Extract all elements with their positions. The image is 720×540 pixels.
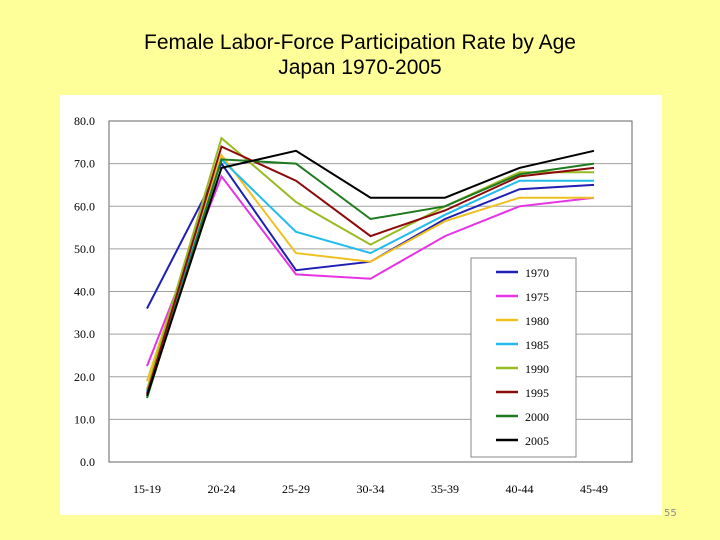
- y-tick-label: 50.0: [74, 242, 95, 256]
- x-tick-label: 40-44: [506, 482, 534, 496]
- y-tick-label: 80.0: [74, 114, 95, 128]
- legend-label: 2005: [525, 434, 549, 448]
- x-tick-label: 15-19: [133, 482, 161, 496]
- legend-label: 1990: [525, 362, 549, 376]
- y-tick-label: 30.0: [74, 327, 95, 341]
- chart-panel: 0.0 10.0 20.0 30.0 40.0 50.0 60.0 70.0 80.0 15-1…: [60, 95, 662, 515]
- legend-label: 1975: [525, 290, 549, 304]
- title-line-1: Female Labor-Force Participation Rate by…: [144, 31, 576, 54]
- line-chart: 0.0 10.0 20.0 30.0 40.0 50.0 60.0 70.0 80.0 15-1…: [74, 114, 633, 496]
- series-line-1975: [146, 174, 595, 367]
- y-tick-label: 40.0: [74, 285, 95, 299]
- legend: 1970 1975 1980 1985 1990 1995 2000 2005: [470, 257, 577, 458]
- series-line-1990: [146, 136, 594, 390]
- series-line-1980: [146, 152, 594, 382]
- series-line-2000: [146, 158, 595, 399]
- x-tick-label: 45-49: [580, 482, 608, 496]
- legend-label: 2000: [525, 410, 549, 424]
- x-tick-label: 25-29: [282, 482, 310, 496]
- x-axis-ticks: 15-19 20-24 25-29 30-34 35-39 40-44 45-49: [133, 482, 608, 496]
- legend-label: 1980: [525, 314, 549, 328]
- y-tick-label: 20.0: [74, 370, 95, 384]
- y-tick-label: 0.0: [80, 455, 95, 469]
- slide-title: Female Labor-Force Participation Rate by…: [0, 30, 720, 80]
- legend-label: 1995: [525, 386, 549, 400]
- legend-label: 1970: [525, 266, 549, 280]
- y-tick-label: 10.0: [74, 412, 95, 426]
- series-line-2005: [146, 149, 595, 397]
- series-line-1995: [146, 145, 595, 395]
- legend-box: [470, 257, 577, 458]
- slide-number: 55: [664, 508, 677, 519]
- y-tick-label: 70.0: [74, 157, 95, 171]
- x-tick-label: 30-34: [357, 482, 385, 496]
- title-line-2: Japan 1970-2005: [278, 56, 442, 79]
- x-tick-label: 20-24: [208, 482, 236, 496]
- x-tick-label: 35-39: [431, 482, 459, 496]
- y-tick-label: 60.0: [74, 199, 95, 213]
- series-lines: [146, 136, 595, 399]
- legend-label: 1985: [525, 338, 549, 352]
- y-axis-ticks: 0.0 10.0 20.0 30.0 40.0 50.0 60.0 70.0 80.0: [74, 114, 95, 469]
